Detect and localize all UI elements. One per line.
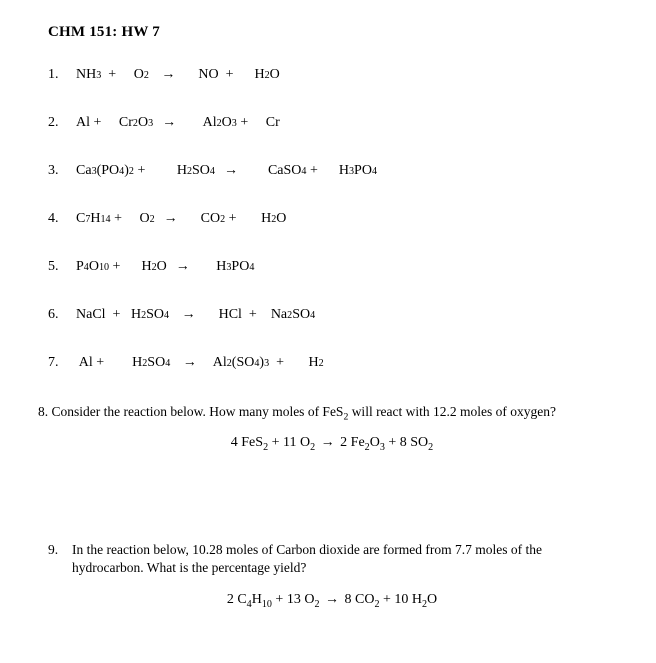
page-title: CHM 151: HW 7 [48, 24, 616, 41]
equation: C7 H14 + O2 → CO2 + H2 O [76, 211, 286, 227]
worksheet-page: CHM 151: HW 7 1. NH3 + O2 → NO + H2 O 2.… [0, 0, 656, 638]
problem-number: 4. [48, 211, 76, 227]
equation: P4 O10 + H2 O → H3 PO4 [76, 259, 254, 275]
problem-number: 3. [48, 163, 76, 179]
problem-8-equation: 4 FeS2 + 11 O2 → 2 Fe2O3 + 8 SO2 [48, 435, 616, 451]
problem-1: 1. NH3 + O2 → NO + H2 O [48, 67, 616, 83]
problem-6: 6. NaCl + H2 SO4 → HCl + Na2 SO4 [48, 307, 616, 323]
problem-number: 5. [48, 259, 76, 275]
equation: NH3 + O2 → NO + H2 O [76, 67, 280, 83]
problem-number: 9. [48, 541, 72, 577]
problem-8: 8. Consider the reaction below. How many… [38, 403, 616, 421]
problem-number: 6. [48, 307, 76, 323]
problem-2: 2. Al + Cr2 O3 → Al2 O3 + Cr [48, 115, 616, 131]
equation: NaCl + H2 SO4 → HCl + Na2 SO4 [76, 307, 315, 323]
problem-number: 1. [48, 67, 76, 83]
equation: Ca3 (PO4 )2 + H2 SO4 → CaSO4 + H3 PO4 [76, 163, 377, 179]
problem-number: 2. [48, 115, 76, 131]
problem-9: 9. In the reaction below, 10.28 moles of… [48, 541, 616, 577]
question-text: In the reaction below, 10.28 moles of Ca… [72, 541, 542, 577]
problem-3: 3. Ca3 (PO4 )2 + H2 SO4 → CaSO4 + H3 PO4 [48, 163, 616, 179]
equation: Al + Cr2 O3 → Al2 O3 + Cr [76, 115, 280, 131]
problem-5: 5. P4 O10 + H2 O → H3 PO4 [48, 259, 616, 275]
problem-4: 4. C7 H14 + O2 → CO2 + H2 O [48, 211, 616, 227]
equation: Al + H2 SO4 → Al2 (SO4 )3 + H2 [76, 355, 324, 371]
problem-9-equation: 2 C4H10 + 13 O2 → 8 CO2 + 10 H2O [48, 592, 616, 608]
question-text: 8. Consider the reaction below. How many… [38, 403, 616, 421]
problem-7: 7. Al + H2 SO4 → Al2 (SO4 )3 + H2 [48, 355, 616, 371]
problem-number: 7. [48, 355, 76, 371]
